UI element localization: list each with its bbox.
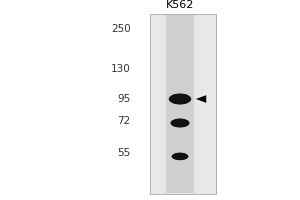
Text: 250: 250 bbox=[111, 24, 130, 34]
Text: K562: K562 bbox=[166, 0, 194, 10]
Ellipse shape bbox=[172, 119, 188, 127]
Ellipse shape bbox=[172, 95, 189, 103]
Text: 72: 72 bbox=[117, 116, 130, 126]
Ellipse shape bbox=[171, 119, 189, 127]
Text: 55: 55 bbox=[117, 148, 130, 158]
Ellipse shape bbox=[174, 120, 186, 126]
Ellipse shape bbox=[170, 118, 190, 128]
Polygon shape bbox=[196, 95, 206, 103]
Ellipse shape bbox=[176, 154, 184, 158]
Ellipse shape bbox=[172, 153, 188, 160]
Bar bbox=[150, 14, 216, 194]
Ellipse shape bbox=[174, 154, 186, 159]
Ellipse shape bbox=[173, 96, 187, 102]
Ellipse shape bbox=[173, 120, 187, 126]
Text: 130: 130 bbox=[111, 64, 130, 74]
Text: 95: 95 bbox=[117, 94, 130, 104]
Ellipse shape bbox=[171, 94, 190, 104]
Ellipse shape bbox=[173, 120, 187, 126]
Ellipse shape bbox=[170, 94, 190, 104]
Ellipse shape bbox=[172, 153, 188, 160]
Ellipse shape bbox=[172, 95, 188, 103]
Ellipse shape bbox=[174, 154, 186, 159]
Ellipse shape bbox=[174, 96, 186, 102]
Ellipse shape bbox=[173, 153, 187, 160]
Bar bbox=[166, 15, 194, 193]
Ellipse shape bbox=[169, 94, 191, 104]
Ellipse shape bbox=[175, 154, 185, 159]
Ellipse shape bbox=[175, 121, 185, 125]
